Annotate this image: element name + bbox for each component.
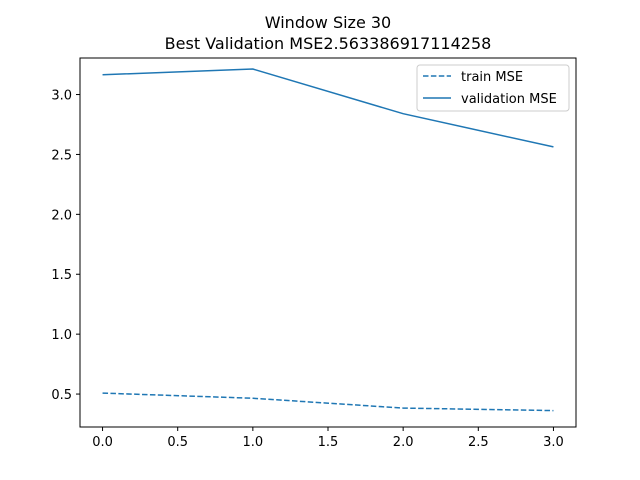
x-tick-label: 1.5 (318, 435, 339, 450)
series-line-validation-mse (102, 68, 554, 148)
legend-box (416, 64, 570, 112)
legend-label-validation-mse: validation MSE (461, 92, 557, 107)
y-tick-label: 1.0 (51, 328, 72, 343)
chart-title-line-1: Window Size 30 (265, 13, 391, 32)
legend: train MSE validation MSE (416, 64, 570, 112)
y-tick-label: 0.5 (51, 388, 72, 403)
series-line-train-mse (102, 392, 554, 412)
y-tick-label: 2.0 (51, 208, 72, 223)
x-tick-label: 3.0 (543, 435, 564, 450)
chart-title-line-2: Best Validation MSE2.563386917114258 (165, 34, 492, 53)
x-tick-label: 0.5 (167, 435, 188, 450)
y-tick-label: 2.5 (51, 148, 72, 163)
series-layer (102, 68, 554, 412)
x-tick-label: 2.0 (393, 435, 414, 450)
y-tick-label: 3.0 (51, 89, 72, 104)
y-tick-label: 1.5 (51, 268, 72, 283)
x-tick-label: 2.5 (468, 435, 489, 450)
plot-area-frame (79, 57, 577, 428)
y-axis: 0.5 1.0 1.5 2.0 2.5 3.0 (51, 89, 80, 403)
x-tick-label: 1.0 (243, 435, 264, 450)
x-tick-label: 0.0 (92, 435, 113, 450)
x-axis: 0.0 0.5 1.0 1.5 2.0 2.5 3.0 (92, 427, 564, 450)
legend-label-train-mse: train MSE (461, 70, 523, 85)
